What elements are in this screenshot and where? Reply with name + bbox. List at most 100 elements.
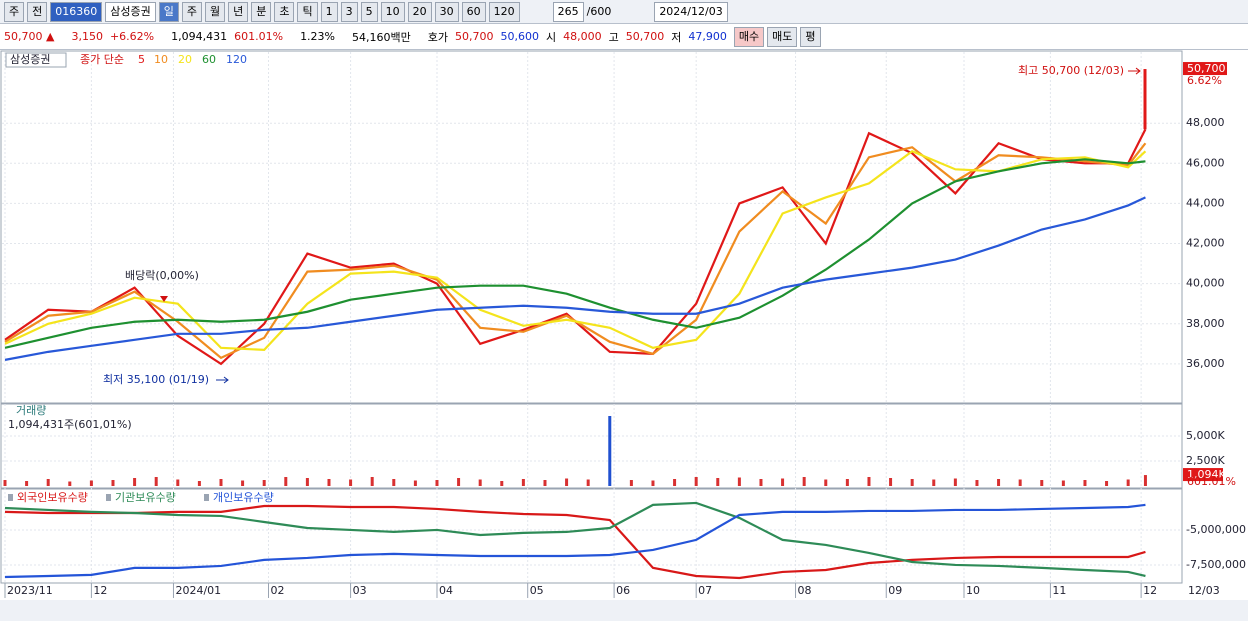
panel-title: 거래량 [16,404,46,417]
volume-bar [953,478,957,486]
panel-title: 삼성증권 [10,53,50,66]
high-annotation: 최고 50,700 (12/03) [1018,64,1124,77]
toolbar-item[interactable]: 10 [380,1,405,22]
volume-bar [3,480,7,486]
volume-bar [629,480,633,486]
volume-bar [737,477,741,486]
toolbar-item[interactable]: 120 [488,1,520,22]
end-date: 12/03 [1188,584,1220,597]
y-tick-label: -5,000,000 [1186,523,1246,536]
date[interactable]: 2024/12/03 [654,1,728,22]
toolbar-item[interactable]: 1 [320,1,338,22]
volume-bar [910,479,914,486]
x-tick-label: 12 [93,584,107,597]
quote-item: 1.23% [300,30,336,43]
volume-bar [932,479,936,486]
toolbar-item[interactable]: 주 [181,1,202,22]
last-price-label: 50,700 [1187,62,1226,75]
y-tick-label: 38,000 [1186,317,1225,330]
volume-bar [651,480,655,486]
quote-item: +6.62% [109,30,155,43]
legend-entry: 개인보유수량 [213,491,274,504]
x-tick-label: 06 [616,584,630,597]
series-line [4,503,1146,579]
volume-bar [565,478,569,486]
quote-item: 54,160백만 [352,30,411,44]
volume-label: 1,094K [1187,468,1226,481]
volume-bar [1061,480,1065,486]
title-box [5,52,67,68]
volume-bar [89,480,93,486]
volume-bar [1083,480,1087,486]
legend-swatch [106,494,111,501]
volume-bar [478,479,482,486]
scrollbar[interactable] [0,600,1248,621]
volume-bar [1126,479,1130,486]
quote-item: 48,000 [563,30,602,43]
low-annotation: 최저 35,100 (01/19) [103,373,209,386]
volume-bar [608,416,612,486]
low-arrow [216,376,229,384]
toolbar-item[interactable]: 초 [274,1,295,22]
toolbar-item[interactable]: 주 [4,1,25,22]
x-tick-label: 11 [1052,584,1066,597]
volume-bar [284,477,288,486]
volume-bar [997,479,1001,486]
x-tick-label: 2024/01 [175,584,221,597]
toolbar-item[interactable]: 016360 [50,1,103,22]
volume-bar [845,479,849,486]
y-tick-label: 44,000 [1186,196,1225,209]
volume-bar [154,477,158,486]
volume-bar [305,478,309,486]
volume-bar [867,477,871,486]
toolbar-item[interactable]: 삼성증권 [105,1,156,22]
volume-bar [716,478,720,486]
volume-bar [197,481,201,486]
quote-item: 1,094,431 [171,30,228,43]
y-tick-label: 46,000 [1186,156,1225,169]
y-tick-label: 5,000K [1186,429,1225,442]
volume-bar [241,480,245,486]
series-line [4,128,1147,366]
volume-bar [176,479,180,486]
series-line [4,142,1147,360]
volume-bar [457,478,461,486]
toolbar-item[interactable]: 30 [434,1,459,22]
volume-bar [889,478,893,486]
toolbar-item[interactable]: 전 [27,1,48,22]
volume-ratio: 601.01% [1187,475,1236,488]
x-tick-label: 07 [698,584,712,597]
quote-item: 47,900 [688,30,727,43]
volume-bar [46,479,50,486]
toolbar-item[interactable]: 분 [251,1,272,22]
volume-bar [802,477,806,486]
toolbar-item[interactable]: 일 [158,1,179,22]
toolbar-item[interactable]: 틱 [297,1,318,22]
toolbar-item[interactable]: 20 [407,1,432,22]
count[interactable]: 265 [552,1,584,22]
legend-entry: 20 [178,53,192,66]
quote-item: 3,150 [71,30,103,43]
volume-bar [392,479,396,486]
toolbar-item[interactable]: 월 [204,1,226,22]
order-button[interactable]: 매도 [767,26,798,47]
toolbar-item[interactable]: 60 [461,1,486,22]
quote-item: 고 [608,30,619,44]
volume-bar [759,479,763,486]
toolbar-item[interactable]: 5 [360,1,378,22]
toolbar-item[interactable]: 년 [228,1,249,22]
volume-bar [694,477,698,486]
order-button[interactable]: 평 [800,26,821,47]
high-arrow [1128,67,1141,75]
order-button[interactable]: 매수 [733,26,765,47]
series-line [4,196,1146,361]
x-tick-label: 10 [966,584,980,597]
legend-entry: 120 [226,53,247,66]
volume-bar [219,479,223,486]
toolbar-item[interactable]: 3 [340,1,358,22]
volume-bar [370,477,374,486]
x-tick-label: 2023/11 [7,584,53,597]
panel-subtitle: 1,094,431주(601,01%) [8,418,132,431]
price-panel [0,50,1183,404]
y-tick-label: 42,000 [1186,237,1225,250]
